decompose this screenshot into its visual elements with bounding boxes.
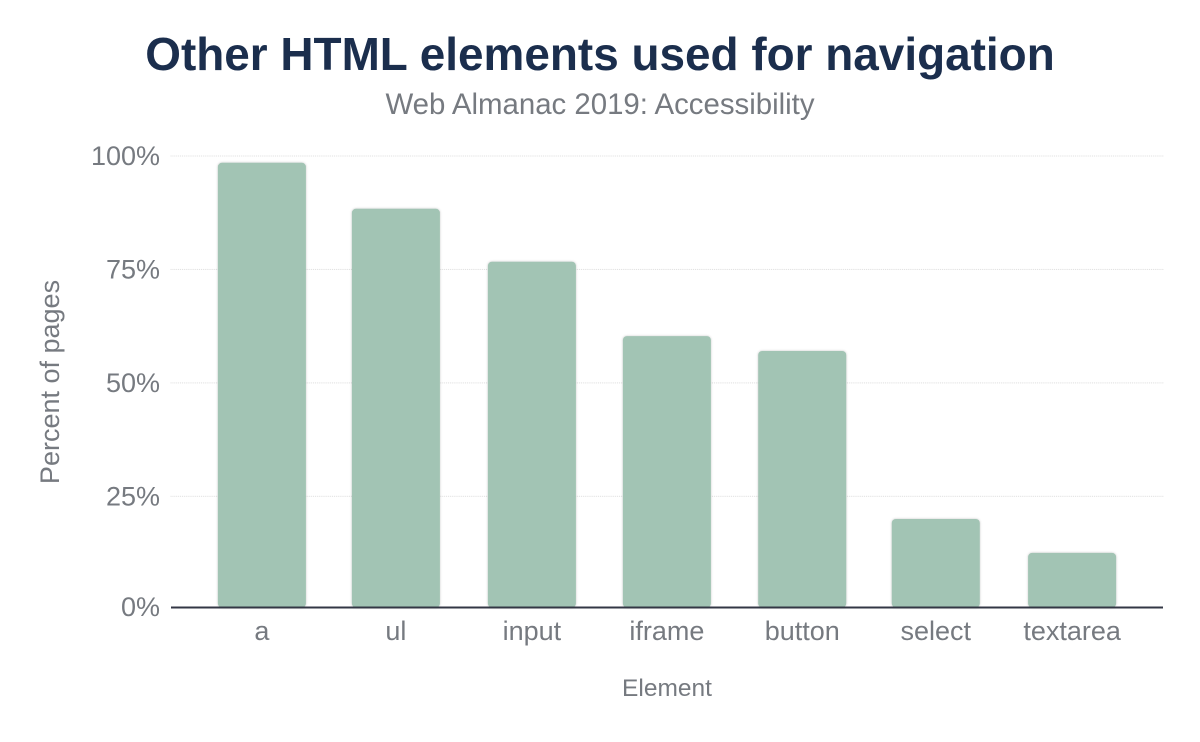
svg-text:textarea: textarea bbox=[1023, 616, 1122, 646]
svg-text:Element: Element bbox=[622, 675, 712, 702]
svg-text:a: a bbox=[254, 616, 270, 646]
svg-text:75%: 75% bbox=[106, 254, 160, 284]
svg-text:ul: ul bbox=[385, 616, 406, 646]
svg-text:Percent of pages: Percent of pages bbox=[35, 280, 65, 484]
svg-text:50%: 50% bbox=[106, 368, 160, 398]
svg-text:input: input bbox=[503, 616, 562, 646]
svg-text:select: select bbox=[901, 616, 972, 646]
svg-text:iframe: iframe bbox=[629, 616, 704, 646]
svg-text:button: button bbox=[765, 616, 840, 646]
svg-text:25%: 25% bbox=[106, 481, 160, 511]
svg-text:100%: 100% bbox=[91, 141, 160, 171]
svg-text:0%: 0% bbox=[121, 592, 160, 622]
